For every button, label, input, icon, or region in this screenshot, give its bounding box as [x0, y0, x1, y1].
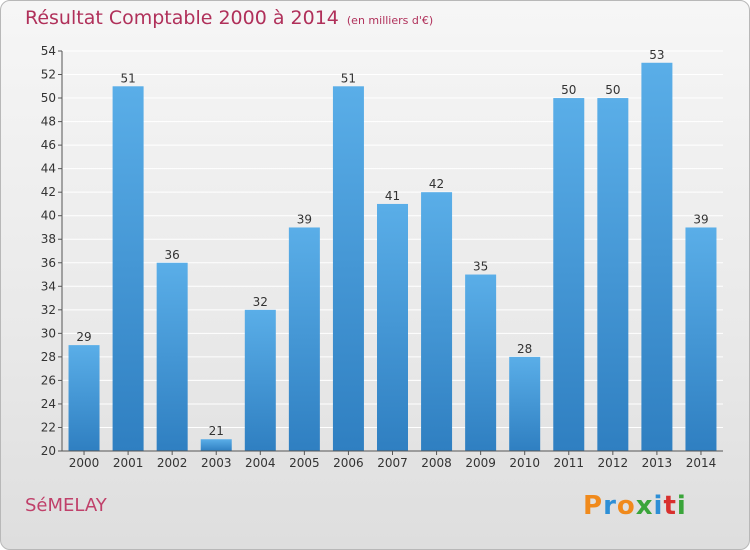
bar-2001 [112, 86, 144, 451]
data-label: 21 [209, 424, 224, 438]
data-label: 42 [429, 177, 444, 191]
y-tick-label: 30 [41, 326, 56, 340]
y-tick-label: 46 [41, 138, 56, 152]
label-layer: 29 51 36 21 32 39 51 41 42 35 28 50 50 53 39 [76, 48, 708, 438]
x-tick-label: 2007 [377, 456, 408, 470]
logo-letter: i [653, 491, 664, 521]
data-label: 36 [165, 248, 180, 262]
data-label: 39 [297, 212, 312, 226]
y-tick-label: 40 [41, 209, 56, 223]
y-tick-label: 22 [41, 420, 56, 434]
x-tick-label: 2013 [642, 456, 673, 470]
x-tick-label: 2000 [69, 456, 100, 470]
x-tick-label: 2009 [465, 456, 496, 470]
x-tick-label: 2001 [113, 456, 144, 470]
bar-2014 [685, 227, 717, 451]
y-tick-label: 34 [41, 279, 56, 293]
logo-letter: P [583, 491, 604, 521]
data-label: 29 [76, 330, 91, 344]
y-tick-label: 50 [41, 91, 56, 105]
x-tick-label: 2014 [686, 456, 717, 470]
y-tick-label: 48 [41, 115, 56, 129]
y-tick-label: 54 [41, 44, 56, 58]
y-tick-label: 38 [41, 232, 56, 246]
data-label: 41 [385, 189, 400, 203]
data-label: 28 [517, 342, 532, 356]
y-tick-label: 52 [41, 68, 56, 82]
data-label: 35 [473, 260, 488, 274]
x-tick-label: 2004 [245, 456, 276, 470]
x-tick-label: 2005 [289, 456, 320, 470]
x-tick-label: 2003 [201, 456, 232, 470]
data-label: 53 [649, 48, 664, 62]
proxiti-logo[interactable]: Proxiti [583, 491, 687, 521]
bar-2007 [377, 203, 408, 451]
x-tick-label: 2006 [333, 456, 364, 470]
logo-letter: t [663, 491, 677, 521]
y-tick-label: 32 [41, 303, 56, 317]
data-label: 50 [605, 83, 620, 97]
bar-2012 [597, 98, 629, 451]
data-label: 32 [253, 295, 268, 309]
chart-title: Résultat Comptable 2000 à 2014 [25, 7, 339, 29]
title-row: Résultat Comptable 2000 à 2014 (en millie… [25, 7, 433, 29]
chart-unit: (en milliers d'€) [346, 14, 434, 27]
bar-2005 [288, 227, 320, 451]
bar-2004 [244, 309, 276, 451]
y-tick-label: 28 [41, 350, 56, 364]
axis-layer: 20 22 24 26 28 30 32 34 36 38 40 42 44 46 48 50 52 54 2000… [41, 44, 723, 470]
bar-2009 [465, 274, 497, 451]
y-tick-label: 26 [41, 373, 56, 387]
logo-letter: i [676, 491, 687, 521]
x-tick-label: 2011 [553, 456, 584, 470]
x-tick-label: 2010 [509, 456, 540, 470]
x-tick-label: 2008 [421, 456, 452, 470]
logo-letter: r [603, 491, 617, 521]
y-tick-label: 36 [41, 256, 56, 270]
bar-2006 [332, 86, 364, 451]
data-label: 50 [561, 83, 576, 97]
y-tick-label: 44 [41, 162, 56, 176]
x-tick-label: 2012 [598, 456, 629, 470]
bar-2013 [641, 62, 673, 451]
data-label: 51 [341, 71, 356, 85]
y-tick-label: 24 [41, 397, 56, 411]
commune-name: SéMELAY [25, 495, 107, 516]
logo-letter: x [635, 491, 654, 521]
y-tick-label: 42 [41, 185, 56, 199]
logo-letter: o [616, 491, 636, 521]
bar-2010 [509, 356, 541, 451]
bar-2002 [156, 262, 188, 451]
bar-2000 [68, 345, 100, 451]
data-label: 51 [120, 71, 135, 85]
bar-2008 [421, 192, 453, 452]
bar-layer [68, 62, 717, 452]
data-label: 39 [693, 212, 708, 226]
x-tick-label: 2002 [157, 456, 188, 470]
y-tick-label: 20 [41, 444, 56, 458]
bar-2003 [200, 439, 232, 451]
bar-2011 [553, 98, 585, 451]
